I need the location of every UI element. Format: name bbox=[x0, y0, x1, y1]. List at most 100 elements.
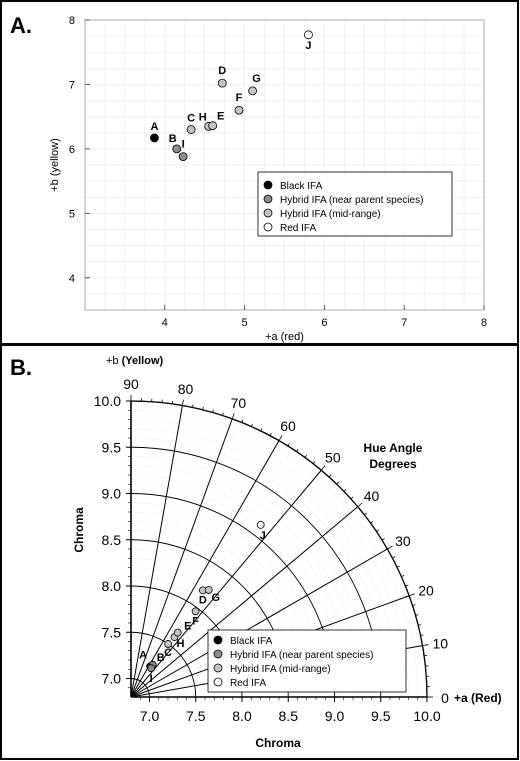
point-label: B bbox=[169, 133, 177, 145]
y-tick-label: 10.0 bbox=[94, 393, 121, 409]
angle-tick bbox=[412, 604, 416, 606]
panel-a-label: A. bbox=[10, 13, 32, 38]
x-tick-label: 8 bbox=[481, 317, 487, 329]
legend-label: Red IFA bbox=[280, 223, 316, 234]
point-label: C bbox=[164, 647, 172, 659]
x-tick-label: 9.5 bbox=[371, 708, 391, 724]
angle-tick bbox=[357, 502, 363, 508]
data-point bbox=[186, 125, 196, 134]
minor-arc bbox=[130, 687, 141, 698]
angle-tick bbox=[401, 575, 405, 577]
y-tick-label: 4 bbox=[69, 273, 75, 285]
hue-spoke bbox=[130, 440, 280, 698]
minor-arc bbox=[130, 409, 419, 698]
point-label: H bbox=[177, 638, 185, 650]
hue-angle-label: 10 bbox=[432, 635, 448, 651]
angle-tick bbox=[409, 593, 415, 597]
legend-marker bbox=[213, 677, 223, 687]
panel-b-label: B. bbox=[10, 355, 32, 380]
hue-angle-label: 60 bbox=[280, 418, 296, 434]
angle-tick bbox=[343, 489, 347, 492]
point-label: G bbox=[252, 73, 261, 85]
angle-tick bbox=[312, 461, 316, 464]
legend-label: Black IFA bbox=[230, 636, 273, 647]
x-tick-label: 6 bbox=[321, 317, 327, 329]
data-point bbox=[256, 520, 265, 529]
hue-spoke bbox=[130, 469, 322, 698]
y-tick-label: 8.0 bbox=[102, 578, 122, 594]
panel-b-chart: 0 10 20 30 40 50 60 70 80 90 7.0 7.0 7.5 7.5 8.0 8.0 8.5… bbox=[72, 355, 502, 750]
outer-arc bbox=[130, 400, 428, 698]
angle-tick bbox=[182, 399, 184, 406]
angle-tick bbox=[364, 512, 367, 516]
data-point bbox=[248, 86, 257, 96]
top-axis-label: +b (Yellow) bbox=[106, 355, 164, 367]
angle-tick bbox=[241, 419, 244, 423]
legend-marker bbox=[213, 663, 223, 673]
x-tick-label: 7.0 bbox=[140, 708, 160, 724]
angle-tick bbox=[396, 565, 400, 568]
legend-label: Hybrid IFA (near parent species) bbox=[230, 650, 373, 661]
angle-tick bbox=[418, 624, 422, 626]
point-label: I bbox=[182, 139, 185, 151]
angle-tick bbox=[296, 448, 299, 452]
x-axis-label: Chroma bbox=[255, 736, 301, 750]
point-label: B bbox=[157, 652, 165, 664]
data-point bbox=[217, 78, 227, 88]
legend-marker bbox=[263, 208, 273, 218]
x-tick-label: 8.5 bbox=[279, 708, 299, 724]
legend-marker bbox=[213, 649, 223, 659]
legend-label: Hybrid IFA (mid-range) bbox=[280, 209, 381, 220]
point-label: F bbox=[236, 92, 243, 104]
point-label: C bbox=[187, 113, 195, 125]
y-axis-label: Chroma bbox=[72, 507, 86, 553]
angle-tick bbox=[260, 428, 263, 432]
data-point bbox=[150, 133, 159, 143]
minor-arc bbox=[130, 622, 206, 698]
y-tick-label: 9.5 bbox=[102, 439, 122, 455]
hue-title-line1: Hue Angle bbox=[364, 441, 423, 455]
y-tick-label: 9.0 bbox=[102, 486, 122, 502]
right-axis-label: +a (Red) bbox=[454, 691, 502, 705]
hue-angle-label: 90 bbox=[123, 376, 139, 392]
point-label: E bbox=[217, 111, 224, 123]
data-point bbox=[172, 144, 182, 154]
data-point bbox=[208, 121, 218, 131]
hue-title-line2: Degrees bbox=[369, 457, 417, 471]
point-label: H bbox=[199, 111, 207, 123]
angle-tick bbox=[328, 474, 332, 478]
angle-tick bbox=[336, 481, 339, 485]
x-axis-label: +a (red) bbox=[265, 331, 304, 343]
chroma-arc bbox=[130, 678, 150, 698]
angle-tick bbox=[212, 409, 214, 413]
y-tick-label: 5 bbox=[69, 208, 75, 220]
hue-angle-label: 30 bbox=[395, 533, 411, 549]
point-label: F bbox=[192, 615, 199, 627]
hue-spoke bbox=[130, 506, 359, 698]
hue-angle-label: 70 bbox=[231, 395, 247, 411]
data-point bbox=[191, 607, 200, 616]
legend-marker bbox=[213, 635, 223, 645]
panel-a-chart: 4 5 6 7 8 4 5 6 7 8 +a (red) +b (yellow) AB I C H E D FG J B… bbox=[49, 15, 487, 343]
angle-tick bbox=[415, 614, 419, 616]
plot-area-border bbox=[84, 19, 485, 311]
hue-angle-label: 80 bbox=[178, 381, 194, 397]
hue-spoke bbox=[130, 418, 233, 698]
angle-tick bbox=[376, 529, 380, 532]
angle-tick bbox=[381, 538, 385, 541]
legend-marker bbox=[263, 222, 273, 232]
point-label: E bbox=[184, 621, 191, 633]
y-axis-label: +b (yellow) bbox=[49, 138, 61, 192]
legend-marker bbox=[263, 180, 273, 190]
angle-tick bbox=[420, 634, 424, 636]
point-label: J bbox=[260, 530, 266, 542]
x-tick-label: 9.0 bbox=[325, 708, 345, 724]
minor-arc bbox=[130, 641, 187, 698]
data-point bbox=[204, 586, 213, 594]
point-label: G bbox=[211, 592, 220, 604]
y-tick-label: 7.5 bbox=[102, 624, 122, 640]
y-tick-label: 7 bbox=[69, 79, 75, 91]
angle-tick bbox=[251, 423, 253, 427]
point-label: I bbox=[150, 673, 153, 685]
